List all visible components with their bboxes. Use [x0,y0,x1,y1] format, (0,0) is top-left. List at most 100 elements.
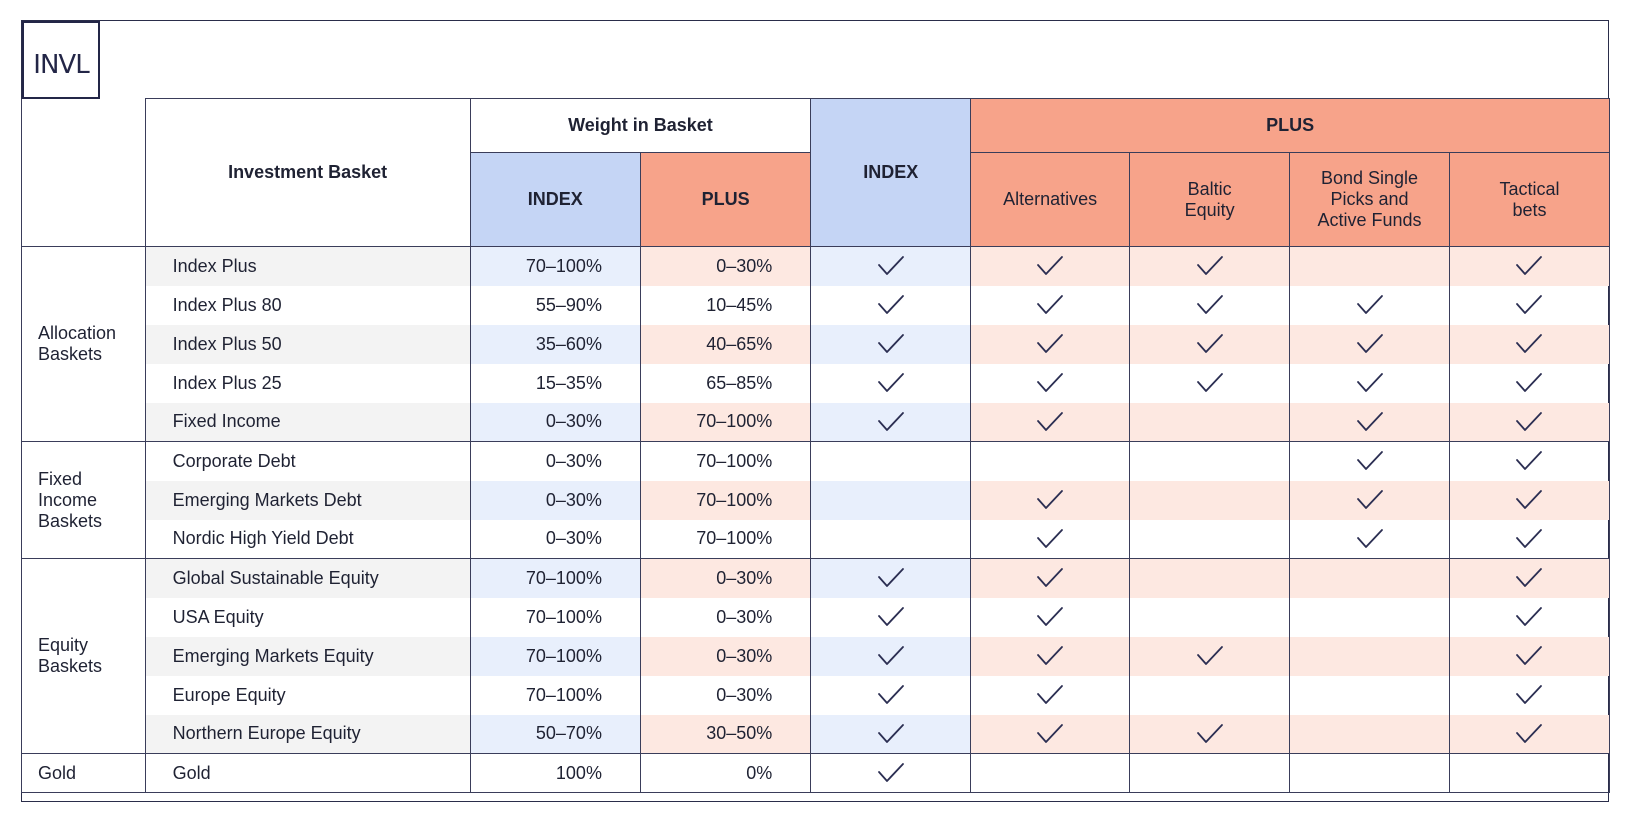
cell-index [810,480,972,520]
checkmark-icon [1515,528,1543,548]
table-row: Emerging Markets Debt 0–30% 70–100% [22,480,1611,520]
cell-baltic-equity [1129,402,1291,442]
weight-index-value: 0–30% [469,402,641,442]
weight-plus-value: 0–30% [639,636,812,676]
group-label: Gold [21,753,146,793]
table-row: Fixed Income Baskets Corporate Debt 0–30% 7… [21,441,1611,559]
cell-bond-single-picks [1289,402,1450,442]
cell-alternatives [970,324,1131,364]
cell-alternatives [970,558,1131,598]
basket-name: Gold [144,753,471,793]
table-row: Europe Equity 70–100% 0–30% [22,675,1611,715]
cell-tactical-bets [1448,597,1611,637]
basket-name: Global Sustainable Equity [144,558,471,598]
cell-tactical-bets [1448,558,1611,598]
basket-name: Northern Europe Equity [144,714,471,754]
cell-alternatives [970,363,1131,403]
header-investment-basket: Investment Basket [144,98,471,247]
checkmark-icon [877,411,905,431]
cell-bond-single-picks [1289,285,1450,325]
checkmark-icon [1515,684,1543,705]
cell-bond-single-picks [1289,480,1450,520]
checkmark-icon [1356,528,1384,548]
cell-index [810,636,972,676]
cell-tactical-bets [1448,675,1611,715]
cell-alternatives [970,636,1131,676]
logo: INVL [22,21,100,99]
weight-index-value: 100% [469,753,641,793]
cell-index [810,519,972,559]
checkmark-icon [1196,333,1224,354]
weight-index-value: 0–30% [469,480,641,520]
basket-name: Index Plus 25 [144,363,471,403]
cell-tactical-bets [1448,285,1611,325]
checkmark-icon [1515,294,1543,315]
checkmark-icon [1515,372,1543,393]
table-frame: INVL Investment Basket Weight in Basket … [21,20,1611,802]
cell-index [810,363,972,403]
cell-alternatives [970,519,1131,559]
weight-index-value: 70–100% [469,636,641,676]
cell-tactical-bets [1448,753,1611,793]
weight-index-value: 70–100% [469,558,641,598]
weight-plus-value: 40–65% [639,324,812,364]
cell-baltic-equity [1129,753,1291,793]
basket-name: Index Plus [144,246,471,286]
weight-plus-value: 70–100% [639,519,812,559]
cell-alternatives [970,675,1131,715]
header-bond-single-picks: Bond Single Picks and Active Funds [1289,152,1450,247]
cell-alternatives [970,402,1131,442]
weight-plus-value: 70–100% [639,402,812,442]
checkmark-icon [1036,255,1064,276]
checkmark-icon [1515,333,1543,354]
checkmark-icon [1036,684,1064,705]
cell-alternatives [970,246,1131,286]
group-label: Fixed Income Baskets [21,441,146,559]
basket-name: Emerging Markets Equity [144,636,471,676]
cell-tactical-bets [1448,714,1611,754]
header-weight-plus: PLUS [639,152,812,247]
cell-index [810,753,972,793]
table-row: USA Equity 70–100% 0–30% [22,597,1611,637]
cell-tactical-bets [1448,246,1611,286]
weight-plus-value: 0–30% [639,558,812,598]
weight-plus-value: 0–30% [639,675,812,715]
checkmark-icon [1515,723,1543,743]
basket-name: Europe Equity [144,675,471,715]
basket-name: Emerging Markets Debt [144,480,471,520]
weight-index-value: 15–35% [469,363,641,403]
weight-index-value: 0–30% [469,519,641,559]
weight-index-value: 70–100% [469,246,641,286]
cell-baltic-equity [1129,597,1291,637]
table-row: Emerging Markets Equity 70–100% 0–30% [22,636,1611,676]
checkmark-icon [1036,372,1064,393]
checkmark-icon [1356,294,1384,315]
cell-baltic-equity [1129,324,1291,364]
basket-name: USA Equity [144,597,471,637]
cell-index [810,675,972,715]
table-row: Equity Baskets Global Sustainable Equity 7… [21,558,1611,754]
header-tactical-bets: Tactical bets [1448,152,1611,247]
header-weight-index: INDEX [469,152,641,247]
header-plus-top: PLUS [970,98,1610,153]
basket-table: Investment Basket Weight in Basket INDEX… [21,98,1611,793]
cell-alternatives [970,480,1131,520]
checkmark-icon [1356,489,1384,510]
cell-baltic-equity [1129,714,1291,754]
cell-tactical-bets [1448,636,1611,676]
header-empty [21,98,146,247]
checkmark-icon [877,606,905,627]
cell-bond-single-picks [1289,675,1450,715]
basket-name: Index Plus 80 [144,285,471,325]
table-row: Index Plus 50 35–60% 40–65% [22,324,1611,364]
cell-bond-single-picks [1289,441,1450,481]
cell-baltic-equity [1129,441,1291,481]
weight-plus-value: 0–30% [639,246,812,286]
weight-plus-value: 70–100% [639,441,812,481]
cell-bond-single-picks [1289,753,1450,793]
checkmark-icon [877,294,905,315]
checkmark-icon [1196,372,1224,393]
cell-tactical-bets [1448,324,1611,364]
cell-baltic-equity [1129,480,1291,520]
checkmark-icon [1036,606,1064,627]
